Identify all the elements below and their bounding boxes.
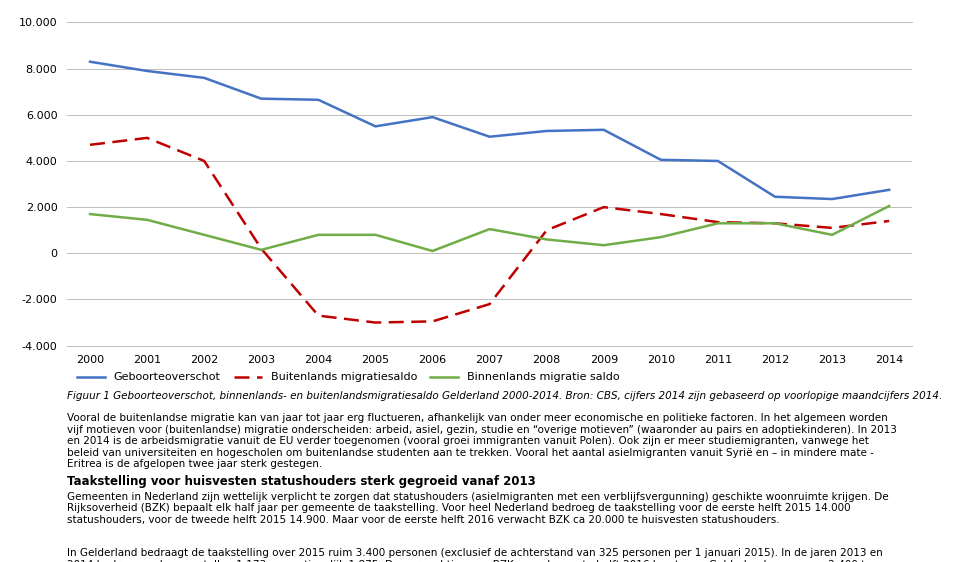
Binnenlands migratie saldo (769, 220, 780, 226)
Text: In Gelderland bedraagt de taakstelling over 2015 ruim 3.400 personen (exclusief : In Gelderland bedraagt de taakstelling o… (67, 548, 883, 562)
Line: Binnenlands migratie saldo: Binnenlands migratie saldo (90, 206, 889, 251)
Geboorteoverschot (712, 157, 724, 164)
Binnenlands migratie saldo (427, 248, 439, 255)
Geboorteoverschot (484, 133, 495, 140)
Binnenlands migratie saldo (827, 232, 838, 238)
Buitenlands migratiesaldo (883, 217, 895, 224)
Buitenlands migratiesaldo (141, 134, 153, 141)
Text: Gemeenten in Nederland zijn wettelijk verplicht te zorgen dat statushouders (asi: Gemeenten in Nederland zijn wettelijk ve… (67, 492, 889, 525)
Buitenlands migratiesaldo (370, 319, 381, 326)
Geboorteoverschot (827, 196, 838, 202)
Binnenlands migratie saldo (255, 247, 267, 253)
Buitenlands migratiesaldo (427, 318, 439, 325)
Binnenlands migratie saldo (141, 216, 153, 223)
Geboorteoverschot (255, 96, 267, 102)
Legend: Geboorteoverschot, Buitenlands migratiesaldo, Binnenlands migratie saldo: Geboorteoverschot, Buitenlands migraties… (73, 368, 624, 387)
Binnenlands migratie saldo (712, 220, 724, 226)
Binnenlands migratie saldo (199, 232, 210, 238)
Binnenlands migratie saldo (883, 203, 895, 210)
Buitenlands migratiesaldo (484, 301, 495, 307)
Buitenlands migratiesaldo (769, 220, 780, 226)
Buitenlands migratiesaldo (655, 211, 666, 217)
Binnenlands migratie saldo (370, 232, 381, 238)
Geboorteoverschot (84, 58, 96, 65)
Buitenlands migratiesaldo (598, 204, 610, 211)
Binnenlands migratie saldo (484, 226, 495, 233)
Line: Geboorteoverschot: Geboorteoverschot (90, 62, 889, 199)
Geboorteoverschot (370, 123, 381, 130)
Binnenlands migratie saldo (655, 234, 666, 241)
Text: Taakstelling voor huisvesten statushouders sterk gegroeid vanaf 2013: Taakstelling voor huisvesten statushoude… (67, 475, 536, 488)
Geboorteoverschot (769, 193, 780, 200)
Buitenlands migratiesaldo (313, 312, 324, 319)
Binnenlands migratie saldo (313, 232, 324, 238)
Buitenlands migratiesaldo (540, 227, 552, 234)
Buitenlands migratiesaldo (199, 157, 210, 164)
Binnenlands migratie saldo (84, 211, 96, 217)
Geboorteoverschot (141, 67, 153, 74)
Line: Buitenlands migratiesaldo: Buitenlands migratiesaldo (90, 138, 889, 323)
Geboorteoverschot (540, 128, 552, 134)
Binnenlands migratie saldo (540, 236, 552, 243)
Buitenlands migratiesaldo (84, 142, 96, 148)
Buitenlands migratiesaldo (255, 245, 267, 252)
Geboorteoverschot (655, 156, 666, 163)
Buitenlands migratiesaldo (712, 219, 724, 225)
Geboorteoverschot (427, 114, 439, 120)
Binnenlands migratie saldo (598, 242, 610, 248)
Buitenlands migratiesaldo (827, 225, 838, 232)
Text: Vooral de buitenlandse migratie kan van jaar tot jaar erg fluctueren, afhankelij: Vooral de buitenlandse migratie kan van … (67, 413, 897, 469)
Geboorteoverschot (598, 126, 610, 133)
Geboorteoverschot (199, 75, 210, 81)
Text: Figuur 1 Geboorteoverschot, binnenlands- en buitenlandsmigratiesaldo Gelderland : Figuur 1 Geboorteoverschot, binnenlands-… (67, 391, 943, 401)
Geboorteoverschot (313, 97, 324, 103)
Geboorteoverschot (883, 187, 895, 193)
